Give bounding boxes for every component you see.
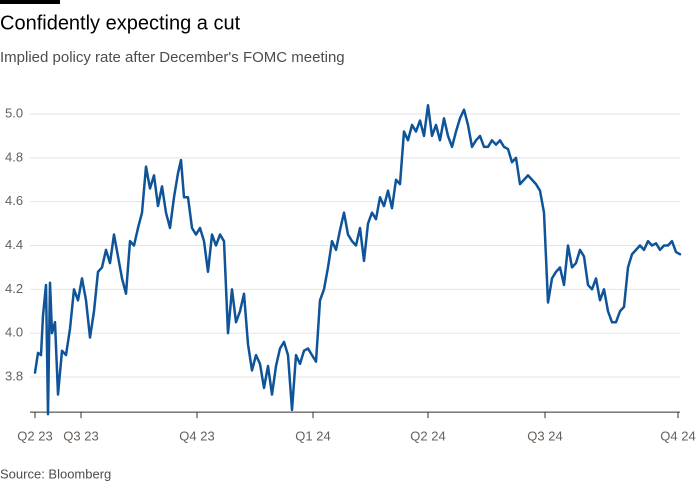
y-tick-label: 4.8 bbox=[5, 149, 23, 164]
x-tick-label: Q1 24 bbox=[295, 429, 330, 444]
y-tick-label: 4.6 bbox=[5, 193, 23, 208]
x-tick-label: Q3 24 bbox=[527, 429, 562, 444]
y-tick-label: 5.0 bbox=[5, 105, 23, 120]
y-tick-label: 3.8 bbox=[5, 368, 23, 383]
x-tick-label: Q4 24 bbox=[660, 429, 695, 444]
y-tick-label: 4.4 bbox=[5, 237, 23, 252]
source: Source: Bloomberg bbox=[0, 466, 111, 481]
y-tick-label: 4.0 bbox=[5, 325, 23, 340]
data-line bbox=[33, 103, 682, 416]
y-tick-label: 4.2 bbox=[5, 281, 23, 296]
x-tick-label: Q2 23 bbox=[17, 429, 52, 444]
chart-title: Confidently expecting a cut bbox=[0, 12, 241, 34]
chart-subtitle: Implied policy rate after December's FOM… bbox=[0, 49, 345, 66]
brand-bar bbox=[0, 0, 60, 4]
x-tick-label: Q3 23 bbox=[63, 429, 98, 444]
x-tick-label: Q2 24 bbox=[410, 429, 445, 444]
x-tick-label: Q4 23 bbox=[179, 429, 214, 444]
